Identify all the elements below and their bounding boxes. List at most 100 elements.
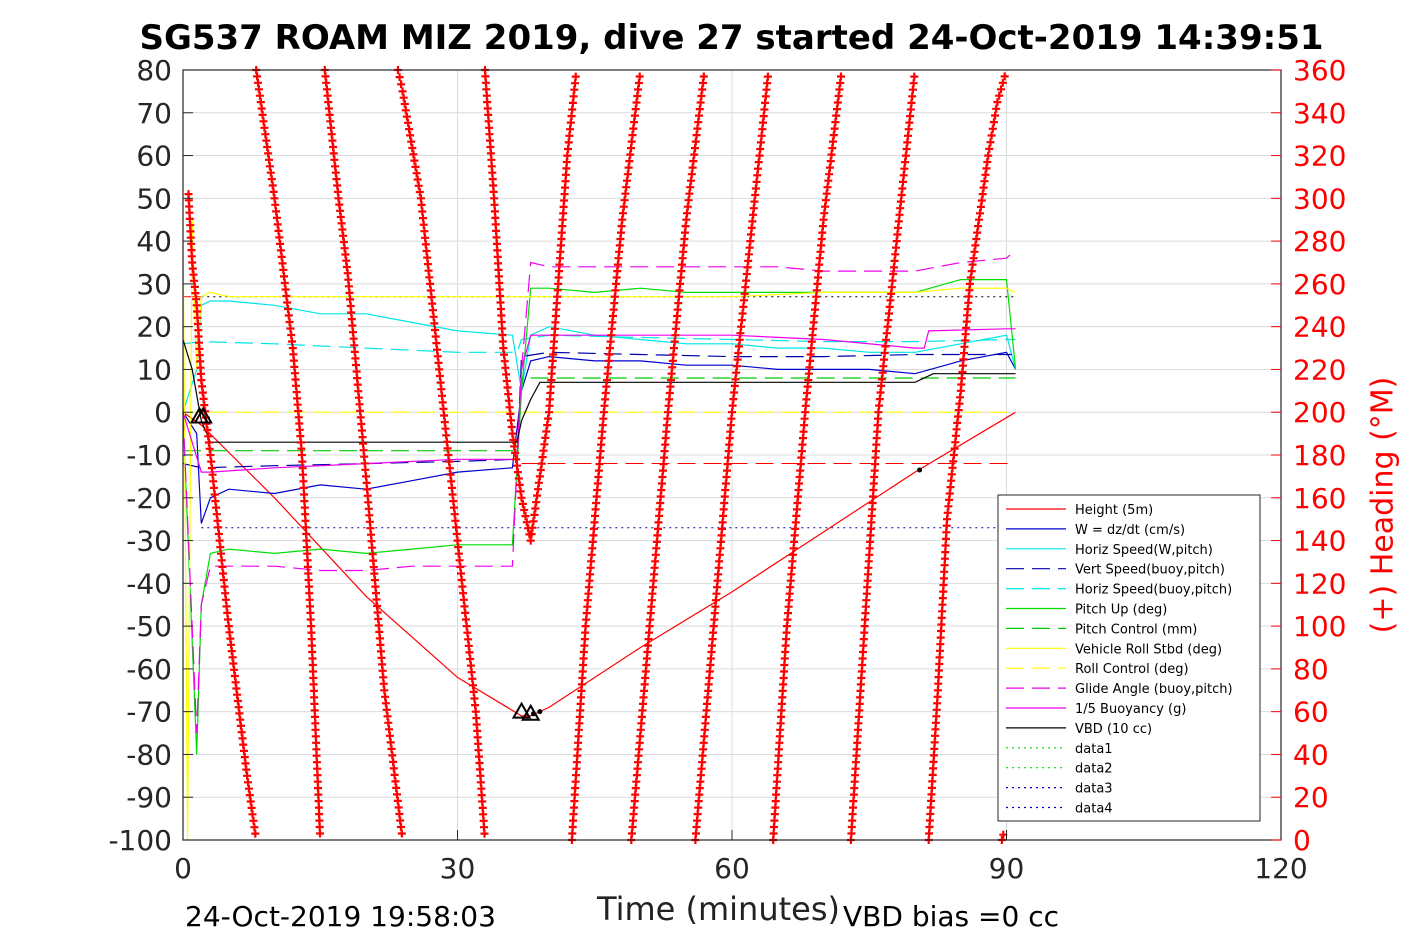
triangle-marker [193,406,213,424]
triangle-marker [511,701,532,719]
y-right-tick-label: 120 [1293,567,1346,600]
y-tick-label: -50 [126,610,172,643]
y-right-tick-label: 180 [1293,439,1346,472]
y-tick-label: -70 [126,696,172,729]
y-right-tick-label: 20 [1293,781,1329,814]
y-tick-label: 40 [136,225,172,258]
y-right-tick-label: 320 [1293,140,1346,173]
legend-label: Height (5m) [1075,503,1153,518]
series-line-12 [182,339,1016,443]
series-line-10 [182,249,1017,734]
y-right-tick-label: 300 [1293,182,1346,215]
x-tick-label: 0 [174,852,192,885]
legend-label: W = dz/dt (cm/s) [1075,523,1185,538]
series-line-7 [183,377,1016,452]
series-line-4 [182,351,1016,469]
y-tick-label: -30 [126,525,172,558]
legend-label: Horiz Speed(W,pitch) [1075,543,1213,558]
dot-marker [537,709,543,715]
y-right-tick-label: 240 [1293,311,1346,344]
y-right-tick-label: 200 [1293,396,1346,429]
heading-point [995,91,1004,100]
y-tick-label: 20 [136,311,172,344]
legend: Height (5m) W = dz/dt (cm/s) Horiz Speed(W… [997,494,1261,822]
legend-label: data2 [1075,762,1113,777]
y-tick-label: -40 [126,567,172,600]
legend-label: Pitch Control (mm) [1075,622,1197,637]
series-line-5 [182,334,1016,353]
y-right-tick-label: 0 [1293,824,1311,857]
y-tick-label: 80 [136,54,172,87]
heading-point [763,72,772,81]
x-axis-label: Time (minutes) [597,890,840,928]
x-tick-label: 60 [714,852,750,885]
heading-point [997,85,1005,94]
heading-point [998,78,1007,87]
dot-marker [917,467,923,473]
heading-point [1000,72,1009,81]
y-right-tick-label: 280 [1293,225,1346,258]
heading-point [987,131,996,140]
y-tick-label: -10 [126,439,172,472]
legend-label: Roll Control (deg) [1075,662,1189,677]
x-tick-label: 30 [440,852,476,885]
heading-point [991,111,1000,120]
legend-label: Glide Angle (buoy,pitch) [1075,682,1233,697]
y-tick-label: 60 [136,140,172,173]
y-right-tick-label: 80 [1293,653,1329,686]
legend-label: 1/5 Buoyancy (g) [1075,702,1186,717]
heading-point [395,73,404,82]
series-line-8 [182,219,1016,841]
footer-timestamp: 24-Oct-2019 19:58:03 [185,900,496,933]
legend-label: data4 [1075,802,1113,817]
series-line-2 [182,351,1017,524]
y-tick-label: -100 [108,824,172,857]
heading-point [520,506,529,514]
heading-point [517,493,526,502]
legend-label: VBD (10 cc) [1075,722,1152,737]
heading-point [699,72,708,81]
y-right-tick-label: 260 [1293,268,1346,301]
heading-point [635,72,644,81]
heading-point [480,829,489,838]
y-right-tick-label: 160 [1293,482,1346,515]
legend-label: data1 [1075,742,1113,757]
footer-vbd-bias: VBD bias =0 cc [843,900,1059,933]
dot-marker [530,711,536,717]
y-tick-label: -60 [126,653,172,686]
legend-label: Horiz Speed(buoy,pitch) [1075,583,1232,598]
series-line-1 [182,411,1016,717]
y-tick-label: -80 [126,738,172,771]
heading-point [251,829,260,838]
y-tick-label: 10 [136,353,172,386]
y-right-tick-label: 100 [1293,610,1346,643]
heading-point [837,72,845,81]
y-axis-right-label: (+) Heading (°M) [1365,376,1401,634]
y-right-tick-label: 220 [1293,353,1346,386]
heading-point [397,80,406,89]
y-right-tick-label: 40 [1293,738,1329,771]
legend-label: Pitch Up (deg) [1075,603,1167,618]
heading-point [571,72,580,81]
heading-point [999,830,1008,839]
chart-title: SG537 ROAM MIZ 2019, dive 27 started 24-… [139,18,1324,58]
heading-point [985,144,994,153]
y-tick-label: -90 [126,781,172,814]
y-tick-label: 70 [136,97,172,130]
heading-point [984,151,993,160]
heading-point [518,499,527,508]
x-tick-label: 90 [989,852,1025,885]
y-tick-label: 0 [154,396,172,429]
legend-label: data3 [1075,782,1113,797]
heading-point [988,124,997,133]
y-right-tick-label: 60 [1293,696,1329,729]
heading-point [989,118,998,127]
heading-point [910,72,919,81]
heading-point [397,829,406,838]
x-tick-label: 120 [1254,852,1307,885]
y-right-tick-label: 340 [1293,97,1346,130]
legend-label: Vert Speed(buoy,pitch) [1075,563,1225,578]
y-tick-label: 50 [136,182,172,215]
